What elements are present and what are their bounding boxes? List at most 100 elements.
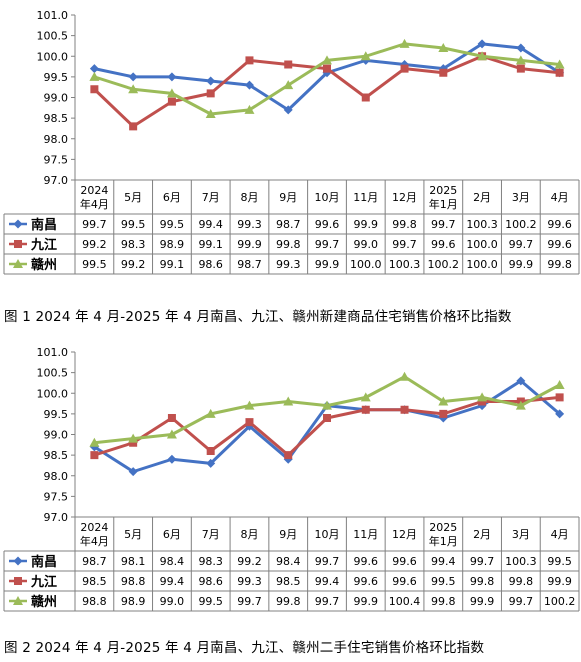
chart-2-data-point bbox=[322, 400, 332, 410]
chart-2-data-point bbox=[166, 429, 177, 439]
chart-2-table-value: 99.5 bbox=[547, 555, 572, 568]
chart-1-data-point bbox=[89, 64, 99, 74]
chart-2-data-point bbox=[477, 392, 488, 402]
chart-1-category-label: 2024 年4月 bbox=[80, 184, 109, 211]
chart-1-table-value: 98.6 bbox=[198, 258, 223, 271]
chart-1-table-value: 99.0 bbox=[354, 238, 379, 251]
chart-2-table-value: 99.6 bbox=[392, 555, 417, 568]
chart-2-category-label: 2024 年4月 bbox=[80, 521, 109, 548]
chart-2-table-value: 99.9 bbox=[547, 575, 572, 588]
chart-2-table-value: 99.3 bbox=[237, 575, 262, 588]
chart-2-table-value: 99.8 bbox=[509, 575, 534, 588]
chart-2-table-value: 99.7 bbox=[237, 595, 262, 608]
chart-2-y-tick-label: 98.0 bbox=[44, 470, 69, 483]
chart-2-table-value: 99.7 bbox=[509, 595, 534, 608]
chart-1-table-value: 99.2 bbox=[121, 258, 146, 271]
chart-2-category-label: 3月 bbox=[512, 528, 530, 541]
chart-2-table-value: 99.6 bbox=[392, 575, 417, 588]
chart-1-series-1 bbox=[89, 39, 565, 115]
chart-1-category-label: 2月 bbox=[473, 191, 491, 204]
chart-2-data-point bbox=[284, 451, 293, 460]
chart-1-table-value: 99.9 bbox=[315, 258, 340, 271]
chart-1-table-value: 98.3 bbox=[121, 238, 146, 251]
chart-1-category-label: 7月 bbox=[202, 191, 220, 204]
chart-2-legend-marker bbox=[14, 577, 22, 585]
chart-1: 97.0 97.5 98.0 98.5 99.0 99.5 100.0 100.5 101.0 2… bbox=[0, 0, 581, 280]
chart-1-table-value: 99.9 bbox=[354, 218, 379, 231]
chart-1-category-label: 9月 bbox=[279, 191, 297, 204]
chart-2-data-point bbox=[439, 409, 448, 418]
chart-2-category-label: 4月 bbox=[551, 528, 569, 541]
chart-2-data-point bbox=[244, 400, 255, 410]
chart-2-data-point bbox=[205, 408, 216, 418]
chart-1-table-value: 100.0 bbox=[466, 238, 498, 251]
chart-1-table-value: 99.5 bbox=[82, 258, 107, 271]
chart-1-table-value: 99.6 bbox=[315, 218, 340, 231]
chart-2-data-point bbox=[128, 433, 139, 443]
chart-1-y-tick-label: 99.5 bbox=[44, 71, 69, 84]
chart-2-data-point bbox=[515, 400, 526, 410]
chart-2-table-value: 99.4 bbox=[160, 575, 185, 588]
chart-1-table-value: 99.9 bbox=[509, 258, 534, 271]
chart-2-table-value: 99.8 bbox=[431, 595, 456, 608]
chart-1-data-point bbox=[244, 104, 255, 114]
chart-2-table-value: 100.2 bbox=[544, 595, 576, 608]
chart-1-table-value: 99.3 bbox=[276, 258, 301, 271]
chart-1-table-value: 99.4 bbox=[198, 218, 223, 231]
chart-1-data-point bbox=[400, 64, 409, 73]
chart-2-legend-marker bbox=[13, 596, 23, 605]
chart-1-table-value: 99.7 bbox=[315, 238, 340, 251]
chart-1-data-point bbox=[167, 72, 177, 82]
chart-1-data-point bbox=[515, 55, 526, 65]
chart-2-category-label: 11月 bbox=[353, 528, 378, 541]
chart-2-data-point bbox=[206, 447, 215, 455]
chart-1-data-point bbox=[206, 89, 215, 98]
chart-2-data-point bbox=[245, 418, 254, 427]
chart-1-category-label: 10月 bbox=[315, 191, 340, 204]
chart-1-data-point bbox=[477, 51, 488, 61]
chart-1-table-value: 100.2 bbox=[505, 218, 537, 231]
chart-1-table-value: 99.7 bbox=[82, 218, 107, 231]
chart-1-category-label: 2025 年1月 bbox=[429, 184, 458, 211]
chart-1-legend-name: 南昌 bbox=[31, 217, 57, 233]
chart-2-data-point bbox=[478, 397, 487, 406]
chart-1-legend-marker bbox=[13, 259, 23, 268]
chart-2-data-table: 2024 年4月 5月 6月 7月 8月 9月 10月 11月 12月 2025 年1月 2月 3月 4月南… bbox=[3, 516, 580, 612]
chart-1-y-tick-label: 98.0 bbox=[44, 133, 69, 146]
chart-1-category-label: 6月 bbox=[163, 191, 181, 204]
chart-1-table-value: 99.1 bbox=[198, 238, 223, 251]
chart-2-data-point bbox=[128, 467, 138, 477]
chart-2-y-tick-label: 97.5 bbox=[44, 490, 69, 503]
chart-2-y-tick-label: 99.0 bbox=[44, 429, 69, 442]
chart-2-table-value: 98.1 bbox=[121, 555, 146, 568]
chart-1-table-value: 100.0 bbox=[466, 258, 498, 271]
chart-2-legend-name: 赣州 bbox=[31, 594, 57, 610]
chart-2-data-point bbox=[399, 371, 410, 381]
chart-1-category-label: 4月 bbox=[551, 191, 569, 204]
chart-2-data-point bbox=[129, 438, 138, 447]
chart-2-category-label: 12月 bbox=[392, 528, 417, 541]
chart-2-y-tick-label: 100.0 bbox=[37, 387, 69, 400]
chart-2-table-value: 99.4 bbox=[431, 555, 456, 568]
chart-1-data-point bbox=[516, 64, 525, 73]
chart-1-series-line bbox=[93, 42, 560, 116]
chart-1-caption: 图 1 2024 年 4 月-2025 年 4 月南昌、九江、赣州新建商品住宅销… bbox=[4, 309, 512, 325]
chart-1-svg: 97.0 97.5 98.0 98.5 99.0 99.5 100.0 100.5 101.0 2… bbox=[3, 9, 580, 275]
chart-1-table-value: 99.6 bbox=[547, 238, 572, 251]
chart-2-legend-marker bbox=[13, 556, 23, 566]
chart-2-data-point bbox=[438, 396, 449, 406]
chart-1-y-tick-label: 98.5 bbox=[44, 112, 69, 125]
chart-1-table-value: 99.2 bbox=[82, 238, 107, 251]
chart-2-legend-name: 南昌 bbox=[31, 554, 57, 570]
chart-1-legend-marker bbox=[14, 240, 22, 248]
chart-2-category-label: 10月 bbox=[315, 528, 340, 541]
chart-1-y-tick-label: 97.5 bbox=[44, 153, 69, 166]
chart-1-table-value: 99.8 bbox=[547, 258, 572, 271]
chart-2-data-point bbox=[361, 405, 370, 414]
chart-2-data-point bbox=[283, 396, 294, 406]
chart-1-category-label: 3月 bbox=[512, 191, 530, 204]
chart-2-data-point bbox=[323, 414, 331, 422]
chart-1-category-label: 12月 bbox=[392, 191, 417, 204]
chart-2-y-tick-label: 101.0 bbox=[37, 346, 69, 359]
chart-1-table-value: 98.7 bbox=[276, 218, 301, 231]
